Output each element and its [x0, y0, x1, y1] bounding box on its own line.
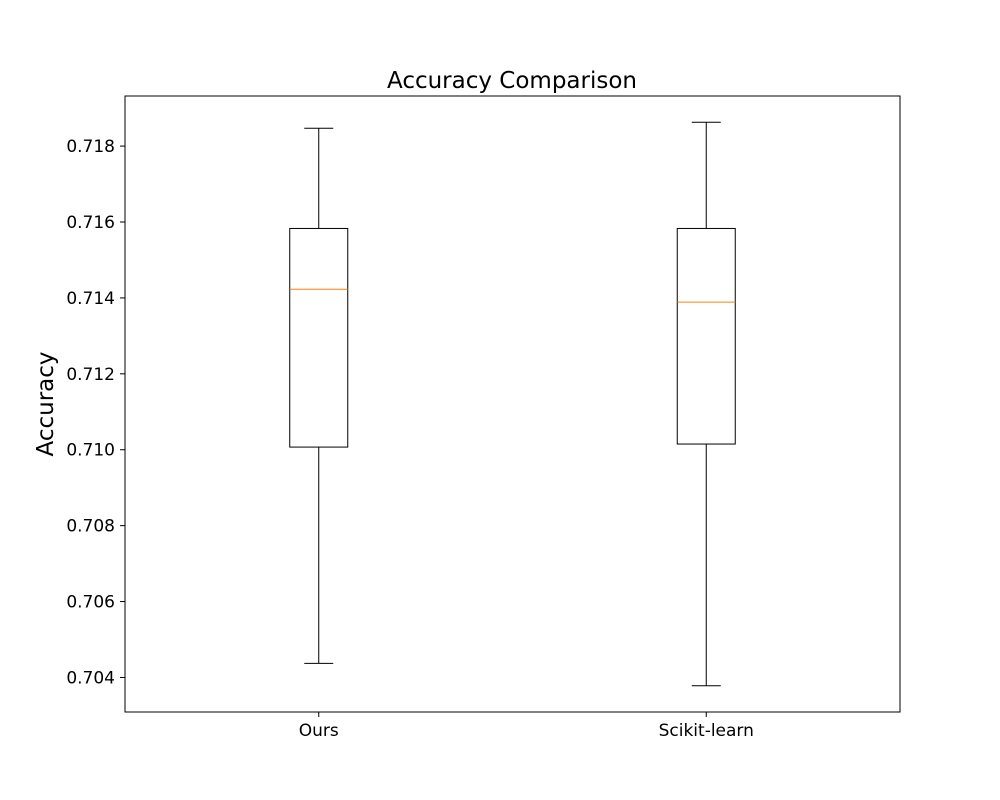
axes-frame [124, 95, 901, 713]
y-tick-label: 0.706 [66, 593, 115, 613]
y-axis-label: Accuracy [33, 351, 59, 456]
y-tick-label: 0.718 [66, 137, 115, 157]
y-tick-label: 0.710 [66, 441, 115, 461]
y-tick-label: 0.714 [66, 289, 115, 309]
box-iqr [676, 227, 736, 445]
y-tick-label: 0.716 [66, 213, 115, 233]
plot-area: 0.704 0.706 0.708 0.710 0.712 0.714 0.716 0.718… [66, 121, 754, 741]
y-tick-label: 0.704 [66, 668, 115, 688]
box-iqr [289, 227, 349, 448]
y-tick-label: 0.708 [66, 517, 115, 537]
chart-title: Accuracy Comparison [387, 68, 637, 94]
y-tick-label: 0.712 [66, 365, 115, 385]
x-tick-label: Ours [299, 721, 339, 741]
x-tick-label: Scikit-learn [659, 721, 754, 741]
